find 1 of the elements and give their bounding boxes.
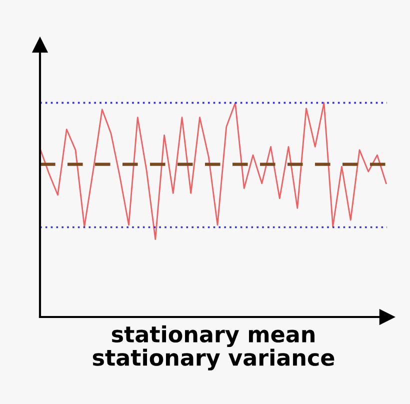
x-axis-title: stationary mean stationary variance — [92, 325, 334, 370]
